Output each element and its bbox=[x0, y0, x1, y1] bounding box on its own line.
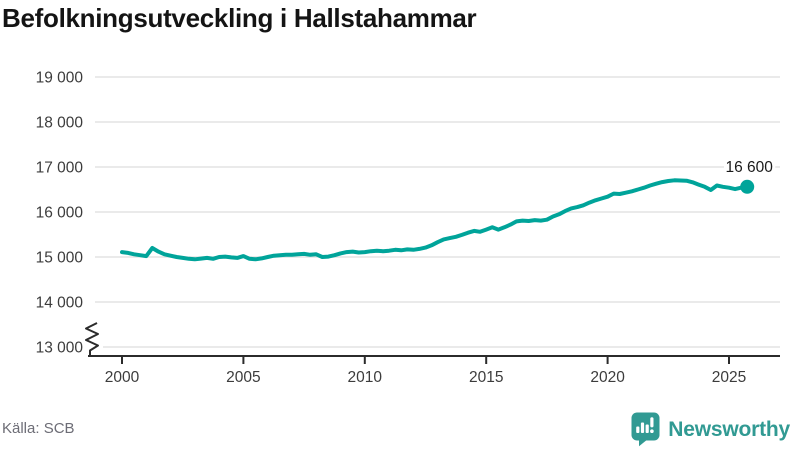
y-axis-tick-label: 19 000 bbox=[36, 70, 84, 87]
x-axis-tick-label: 2020 bbox=[590, 369, 625, 386]
bar-chart-speech-bubble-icon bbox=[631, 412, 660, 447]
source-label: Källa: SCB bbox=[2, 420, 75, 437]
x-axis-tick-label: 2015 bbox=[469, 369, 503, 386]
x-axis-tick-label: 2025 bbox=[712, 369, 746, 386]
newsworthy-wordmark: Newsworthy bbox=[668, 417, 790, 441]
series-end-value-label: 16 600 bbox=[725, 159, 773, 176]
population-series-line bbox=[120, 178, 750, 262]
x-axis-tick-label: 2000 bbox=[105, 369, 140, 386]
series-end-dot bbox=[740, 179, 755, 194]
axis-break-icon bbox=[85, 322, 99, 356]
x-axis-tick-label: 2005 bbox=[226, 369, 260, 386]
y-axis-tick-label: 15 000 bbox=[36, 250, 84, 267]
chart-title: Befolkningsutveckling i Hallstahammar bbox=[2, 3, 477, 33]
newsworthy-logo: Newsworthy bbox=[631, 412, 790, 447]
x-axis-tick-label: 2010 bbox=[348, 369, 383, 386]
y-axis-tick-label: 13 000 bbox=[36, 340, 84, 357]
y-axis-tick-label: 14 000 bbox=[36, 295, 84, 312]
y-axis-tick-label: 17 000 bbox=[36, 160, 84, 177]
y-axis-tick-label: 18 000 bbox=[36, 115, 84, 132]
y-axis-tick-label: 16 000 bbox=[36, 205, 84, 222]
